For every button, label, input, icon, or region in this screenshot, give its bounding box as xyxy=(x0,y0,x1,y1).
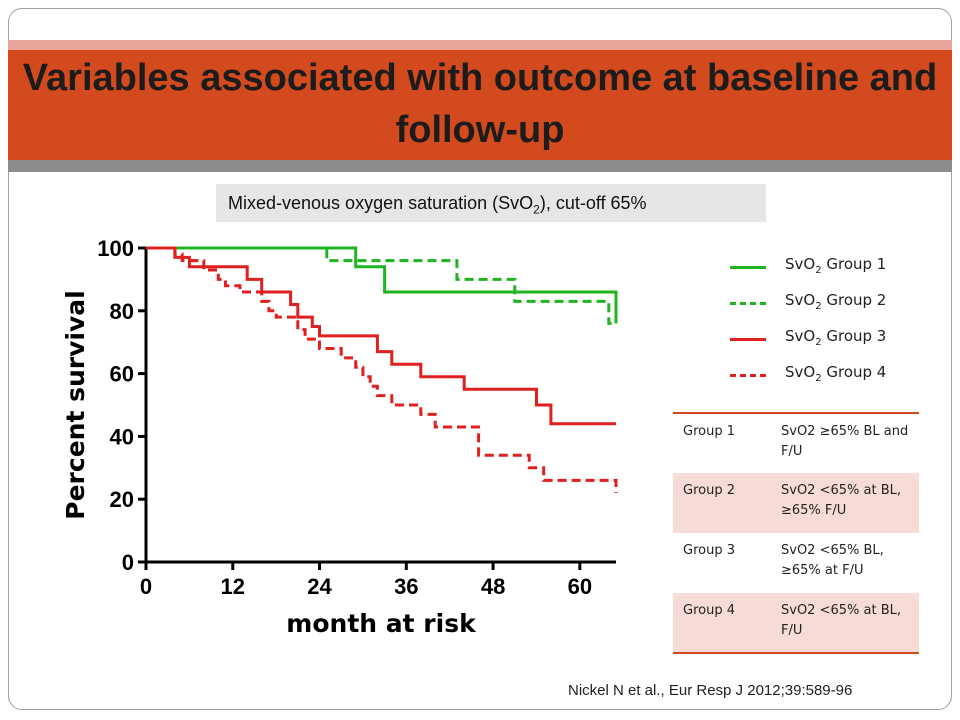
legend-swatch-group-3 xyxy=(730,338,766,341)
y-axis-label: Percent survival xyxy=(61,290,90,519)
legend-item-group-4: SvO2 Group 4 xyxy=(730,360,930,390)
series-line-group-2 xyxy=(146,246,616,325)
legend-swatch-group-2 xyxy=(730,302,766,305)
group-name: Group 2 xyxy=(683,483,735,498)
series-line-group-4 xyxy=(146,246,618,493)
legend-label-sub: 2 xyxy=(815,301,822,312)
legend-item-group-1: SvO2 Group 1 xyxy=(730,252,930,282)
group-definition-table: Group 1 SvO2 ≥65% BL and F/U Group 2 SvO… xyxy=(673,412,919,654)
legend-label-pre: SvO xyxy=(785,363,816,381)
x-tick-label: 60 xyxy=(568,574,592,599)
group-row-1: Group 1 SvO2 ≥65% BL and F/U xyxy=(673,413,919,473)
y-tick-label: 20 xyxy=(110,487,134,512)
legend-label-pre: SvO xyxy=(785,327,816,345)
legend-item-group-2: SvO2 Group 2 xyxy=(730,288,930,318)
legend-item-group-3: SvO2 Group 3 xyxy=(730,324,930,354)
series-line-group-3 xyxy=(146,246,616,426)
legend-label-pre: SvO xyxy=(785,291,816,309)
legend-label-group-3: SvO2 Group 3 xyxy=(785,327,886,348)
legend-label-sub: 2 xyxy=(815,265,822,276)
title-bottom-stripe xyxy=(8,160,952,172)
legend-label-group-4: SvO2 Group 4 xyxy=(785,363,886,384)
survival-chart: 0 20 40 60 80 100 0 12 24 36 48 60 month at risk Perc… xyxy=(61,236,618,638)
subtitle-sub: 2 xyxy=(533,202,540,217)
legend-label-group-1: SvO2 Group 1 xyxy=(785,255,886,276)
x-tick-label: 36 xyxy=(394,574,418,599)
y-tick-label: 80 xyxy=(110,299,134,324)
title-band xyxy=(8,50,952,160)
legend-swatch-group-4 xyxy=(730,374,766,377)
group-description: SvO2 <65% at BL, F/U xyxy=(781,603,901,638)
citation: Nickel N et al., Eur Resp J 2012;39:589-… xyxy=(568,682,853,699)
group-row-4: Group 4 SvO2 <65% at BL, F/U xyxy=(673,593,919,653)
x-tick-label: 0 xyxy=(140,574,152,599)
y-tick-label: 100 xyxy=(97,236,134,261)
series-line-group-1 xyxy=(146,246,618,324)
x-tick-label: 12 xyxy=(221,574,245,599)
slide-title: Variables associated with outcome at bas… xyxy=(22,57,938,151)
group-name: Group 4 xyxy=(683,603,735,618)
group-row-3: Group 3 SvO2 <65% BL, ≥65% at F/U xyxy=(673,533,919,593)
legend-label-post: Group 2 xyxy=(821,291,887,309)
x-axis-label: month at risk xyxy=(286,609,477,638)
subtitle-pre: Mixed-venous oxygen saturation (SvO xyxy=(228,193,534,213)
legend-label-pre: SvO xyxy=(785,255,816,273)
legend-label-post: Group 1 xyxy=(821,255,887,273)
legend-swatch-group-1 xyxy=(730,266,766,269)
subtitle-post: ), cut-off 65% xyxy=(539,193,647,213)
group-description: SvO2 <65% BL, ≥65% at F/U xyxy=(781,543,884,578)
group-name: Group 1 xyxy=(683,424,735,439)
subtitle-box: Mixed-venous oxygen saturation (SvO2), c… xyxy=(216,184,766,222)
group-description: SvO2 <65% at BL, ≥65% F/U xyxy=(781,483,901,518)
y-tick-label: 40 xyxy=(110,424,134,449)
y-tick-label: 60 xyxy=(110,362,134,387)
y-tick-label: 0 xyxy=(122,550,134,575)
group-description: SvO2 ≥65% BL and F/U xyxy=(781,424,909,459)
legend-label-sub: 2 xyxy=(815,373,822,384)
legend-label-post: Group 3 xyxy=(821,327,887,345)
legend-label-sub: 2 xyxy=(815,337,822,348)
group-row-2: Group 2 SvO2 <65% at BL, ≥65% F/U xyxy=(673,473,919,533)
group-name: Group 3 xyxy=(683,543,735,558)
legend-label-post: Group 4 xyxy=(821,363,887,381)
x-tick-label: 48 xyxy=(481,574,505,599)
x-tick-label: 24 xyxy=(307,574,332,599)
title-top-stripe xyxy=(8,40,952,50)
legend-label-group-2: SvO2 Group 2 xyxy=(785,291,886,312)
